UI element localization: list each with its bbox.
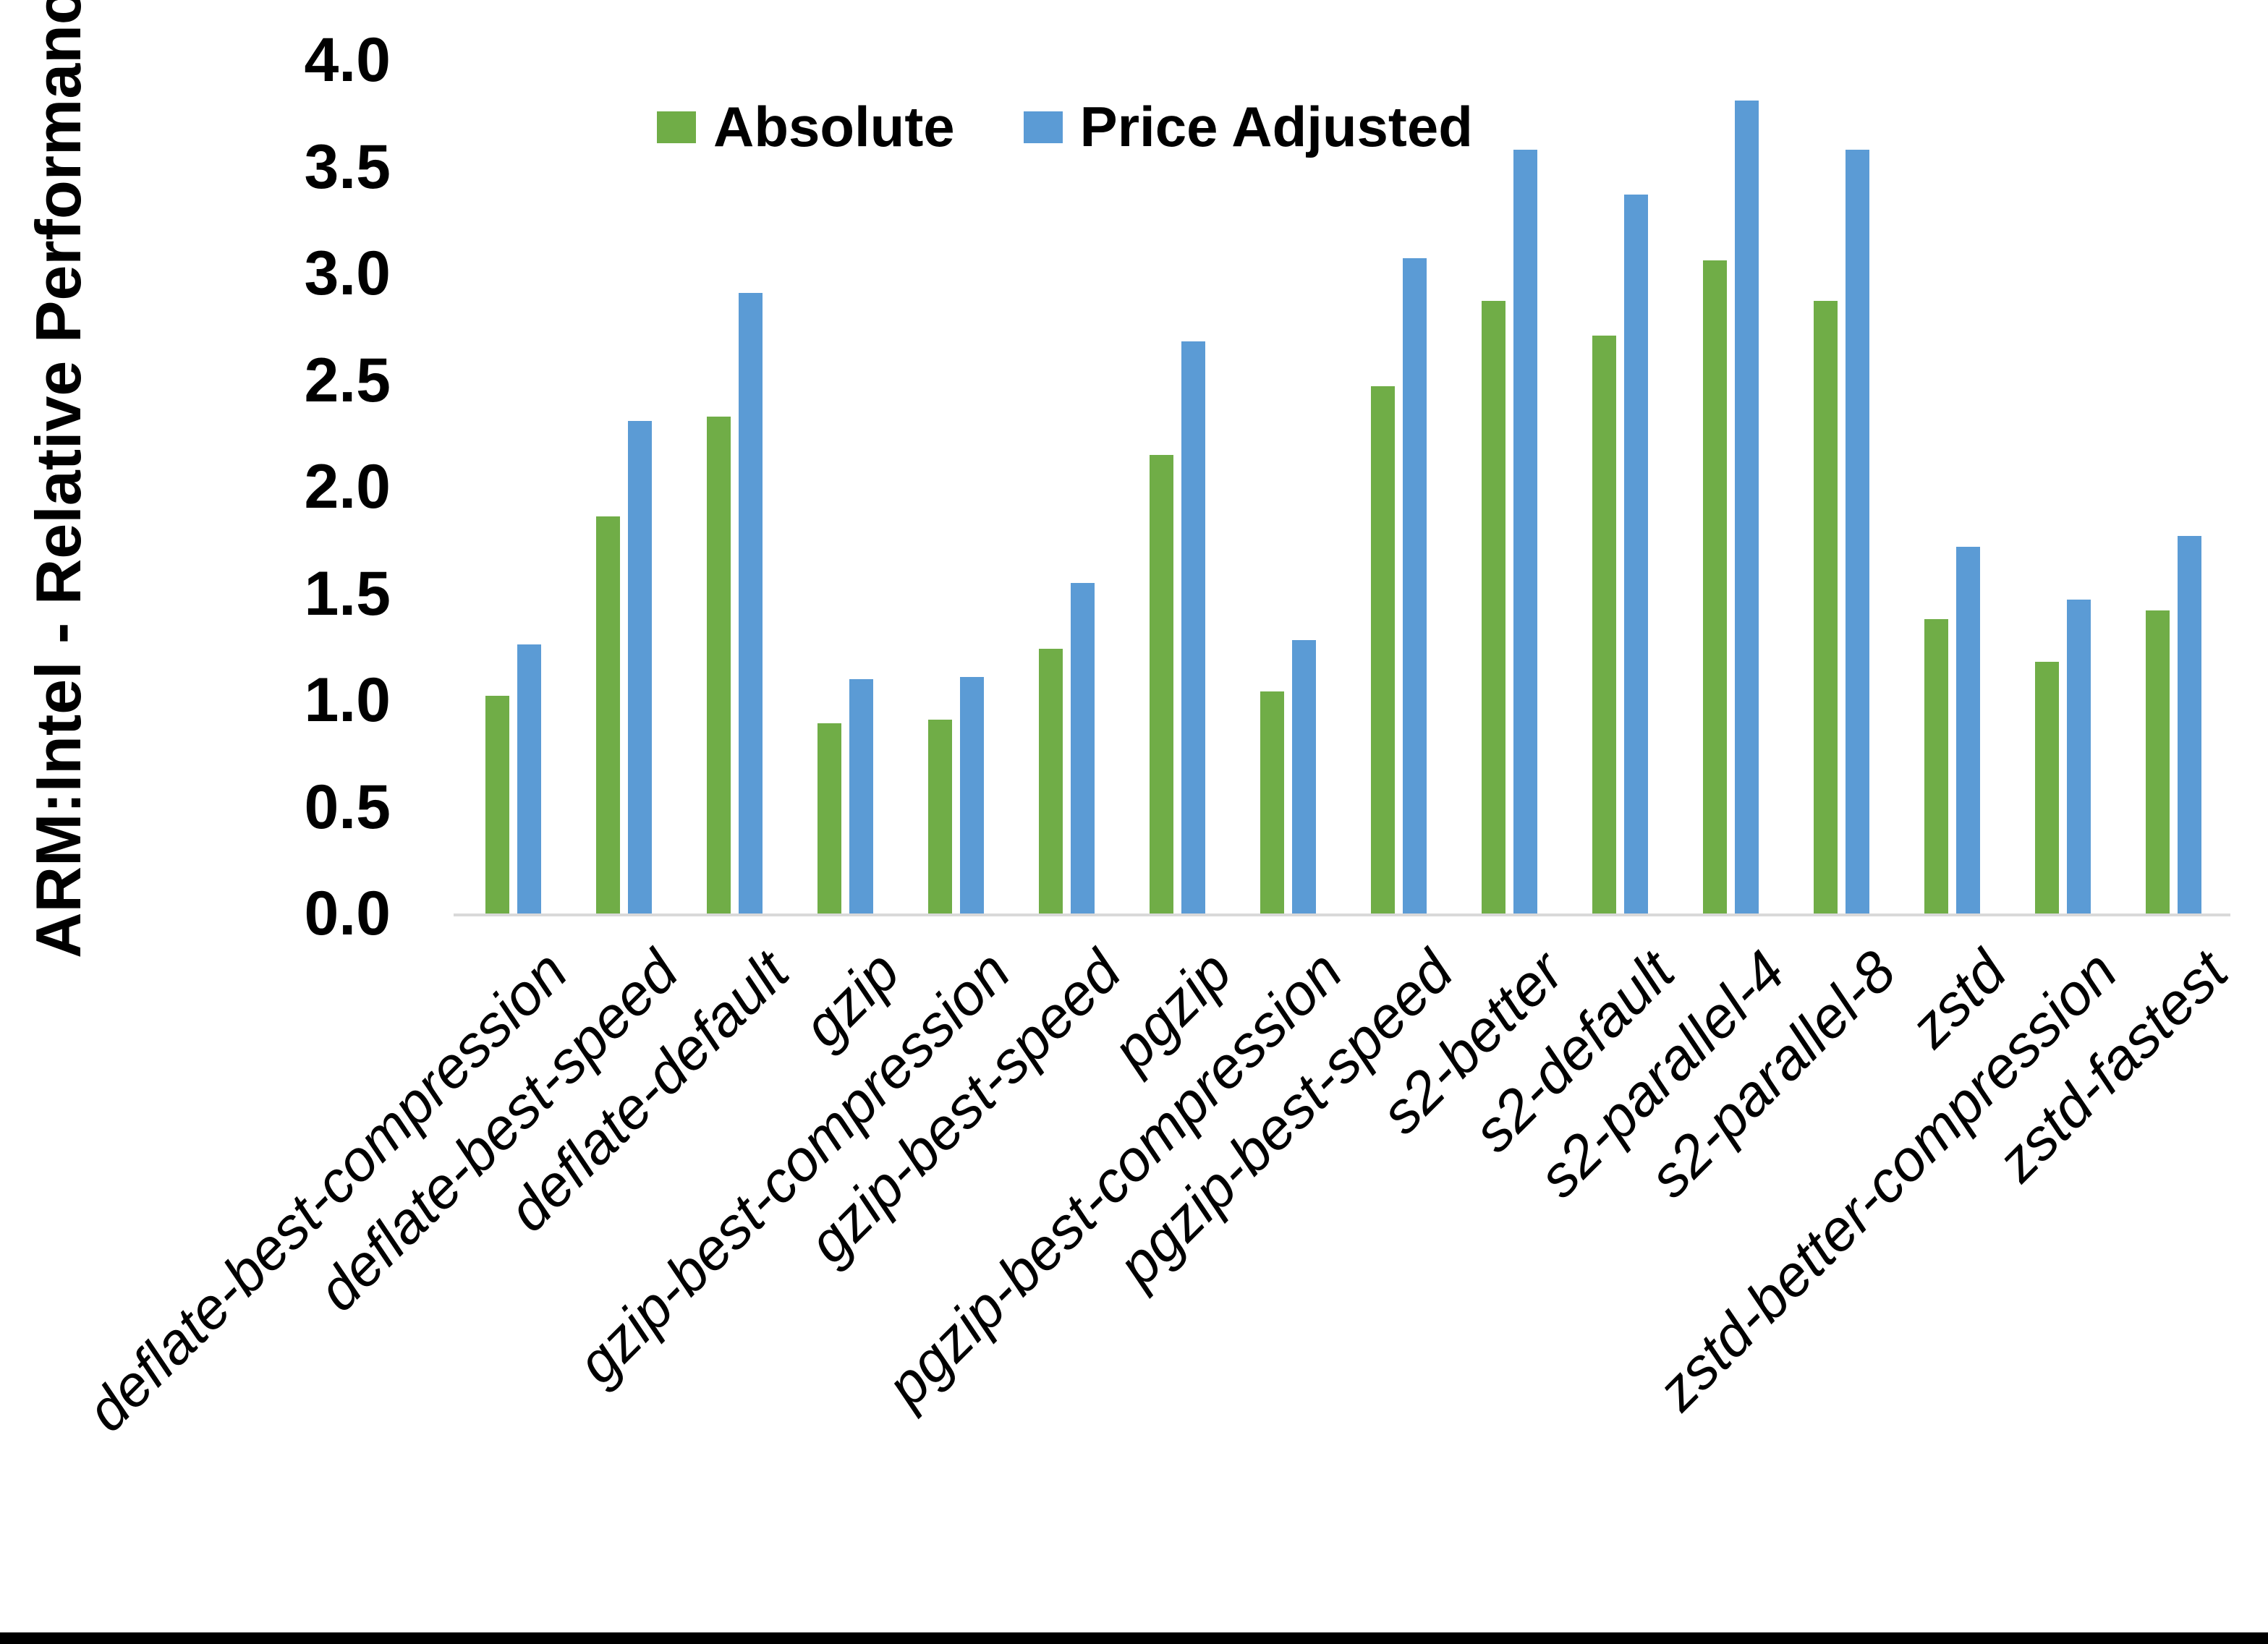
bar-price-adjusted (1292, 640, 1316, 913)
bottom-border (0, 1632, 2268, 1644)
bar-price-adjusted (517, 644, 541, 913)
bar-absolute (2035, 661, 2059, 913)
bar-absolute (1703, 260, 1727, 913)
bar-price-adjusted (628, 420, 652, 913)
bar-absolute (817, 723, 841, 913)
price-adjusted-series-swatch-icon (1023, 111, 1063, 143)
bar-price-adjusted (1735, 101, 1759, 913)
bar-group (2118, 60, 2229, 913)
x-axis-tick-labels: deflate-best-compression deflate-best-spe… (0, 939, 2268, 1591)
bar-absolute (1150, 454, 1173, 913)
y-tick-label: 1.5 (304, 558, 391, 629)
bar-group (1454, 60, 1565, 913)
y-tick-label: 2.5 (304, 345, 391, 415)
y-tick-label: 2.0 (304, 452, 391, 521)
bar-price-adjusted (1846, 149, 1869, 913)
legend-label-price-adjusted: Price Adjusted (1079, 95, 1473, 158)
x-axis-line (454, 913, 2230, 916)
bar-absolute (1482, 301, 1505, 913)
bar-price-adjusted (739, 292, 763, 913)
y-tick-label: 0.0 (304, 879, 391, 948)
bar-group (1675, 60, 1786, 913)
bar-price-adjusted (1513, 149, 1537, 913)
bar-absolute (596, 516, 620, 913)
absolute-series-swatch-icon (657, 111, 696, 143)
y-tick-label: 3.5 (304, 132, 391, 202)
bar-absolute (2146, 610, 2170, 913)
bar-group (458, 60, 569, 913)
plot-area (458, 60, 2229, 913)
bar-absolute (1039, 649, 1063, 913)
bar-price-adjusted (960, 676, 984, 913)
legend-label-absolute: Absolute (713, 95, 955, 158)
bar-price-adjusted (1624, 194, 1648, 913)
bar-absolute (1814, 301, 1838, 913)
bar-price-adjusted (2178, 535, 2201, 913)
legend-entry-price-adjusted: Price Adjusted (1023, 94, 1473, 160)
y-tick-label: 0.5 (304, 772, 391, 842)
bar-price-adjusted (1956, 546, 1980, 913)
bar-group (2008, 60, 2118, 913)
legend-entry-absolute: Absolute (657, 94, 955, 160)
bar-group (1786, 60, 1897, 913)
y-tick-label: 4.0 (304, 25, 391, 95)
bar-absolute (707, 416, 731, 913)
bar-group (790, 60, 901, 913)
bar-price-adjusted (1403, 258, 1427, 913)
bar-absolute (1592, 335, 1616, 913)
legend: Absolute Price Adjusted (657, 94, 1473, 160)
bar-price-adjusted (2067, 600, 2091, 913)
bar-group (1343, 60, 1454, 913)
y-axis-tick-labels: 0.0 0.5 1.0 1.5 2.0 2.5 3.0 3.5 4.0 (0, 0, 391, 1013)
bar-group (901, 60, 1011, 913)
bar-absolute (485, 696, 509, 913)
bar-absolute (928, 719, 952, 913)
bar-group (679, 60, 790, 913)
bar-absolute (1924, 618, 1948, 913)
bar-price-adjusted (849, 678, 873, 913)
bar-group (1233, 60, 1343, 913)
bar-absolute (1260, 691, 1284, 913)
y-tick-label: 3.0 (304, 239, 391, 308)
bar-group (1897, 60, 2008, 913)
bar-price-adjusted (1181, 341, 1205, 913)
y-tick-label: 1.0 (304, 665, 391, 735)
bar-group (569, 60, 679, 913)
bar-group (1011, 60, 1122, 913)
bar-group (1565, 60, 1675, 913)
bar-price-adjusted (1071, 582, 1095, 913)
bar-group (1122, 60, 1233, 913)
bar-absolute (1371, 386, 1395, 913)
